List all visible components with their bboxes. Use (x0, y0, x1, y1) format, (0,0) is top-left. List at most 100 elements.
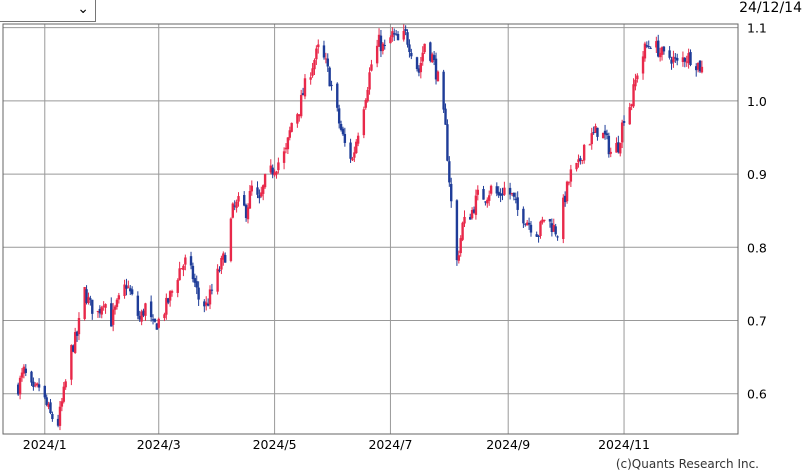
candle-body (235, 201, 238, 208)
candle-body (594, 126, 597, 133)
candle-body (516, 197, 519, 210)
candle-body (590, 133, 593, 145)
candle-body (32, 381, 35, 387)
candle-body (343, 133, 347, 143)
candle-body (277, 162, 280, 171)
candle-body (96, 310, 100, 312)
candle-body (429, 42, 432, 61)
candle-body (463, 216, 466, 224)
candle-body (193, 278, 197, 283)
candle-body (377, 34, 381, 47)
candle-body (273, 172, 276, 176)
candle-body (299, 94, 303, 117)
range-select[interactable]: ⌄ (0, 0, 96, 22)
candle-body (562, 197, 565, 239)
candle-body (592, 132, 595, 134)
candle-body (43, 385, 46, 398)
candle-body (512, 192, 516, 197)
candle-body (271, 167, 274, 175)
candle-body (442, 71, 445, 110)
candle-body (423, 43, 426, 53)
x-tick-label: 2024/9 (486, 437, 530, 452)
candle-body (208, 289, 212, 305)
candle-body (130, 289, 134, 295)
candle-body (641, 56, 645, 74)
candle-body (229, 218, 233, 261)
candle-body (552, 224, 555, 232)
candle-body (683, 57, 687, 62)
candle-body (85, 289, 88, 303)
x-tick-label: 2024/11 (598, 437, 650, 452)
candle-body (100, 307, 103, 315)
candle-body (410, 52, 413, 57)
candle-body (22, 366, 26, 374)
last-date-label: 24/12/14 (739, 0, 802, 16)
candle-body (349, 142, 352, 159)
candle-body (556, 236, 559, 238)
candle-body (393, 33, 396, 35)
candle-body (508, 187, 512, 195)
candle-body (550, 223, 554, 233)
candle-body (563, 195, 567, 203)
candle-body (609, 151, 612, 154)
candle-body (102, 305, 105, 307)
candle-body (176, 280, 179, 293)
candle-body (250, 185, 253, 192)
candle-body (389, 37, 392, 44)
candle-body (324, 58, 328, 60)
credit-label: (c)Quants Research Inc. (616, 457, 759, 471)
candle-body (432, 55, 436, 61)
candle-body (34, 384, 37, 386)
candle-body (431, 54, 434, 63)
x-axis-ticks: 2024/1 2024/3 2024/5 2024/7 2024/9 2024/11 (23, 437, 650, 452)
candle-body (184, 257, 187, 265)
candle-body (577, 159, 580, 163)
candle-body (582, 144, 586, 161)
candle-body (142, 310, 145, 316)
candle-body (165, 297, 168, 315)
candle-body (408, 44, 411, 53)
candle-body (45, 397, 48, 405)
candle-body (60, 401, 64, 407)
candle-body (224, 255, 227, 263)
candle-body (622, 121, 626, 123)
candle-body (383, 44, 386, 46)
candle-body (657, 40, 660, 57)
candle-body (450, 183, 453, 202)
candle-body (469, 217, 472, 220)
candle-body (645, 45, 649, 47)
candle-body (191, 265, 195, 280)
candle-body (282, 151, 286, 163)
candle-body (248, 191, 252, 209)
candle-body (317, 44, 320, 48)
candle-body (364, 100, 367, 108)
candle-body (113, 306, 117, 310)
candle-body (396, 33, 400, 41)
candle-body (206, 303, 210, 306)
candle-body (138, 315, 141, 320)
candle-body (630, 104, 633, 107)
candle-body (617, 142, 620, 153)
x-tick-label: 2024/3 (137, 437, 181, 452)
candle-body (110, 303, 113, 327)
candle-body (647, 46, 650, 48)
y-tick-label: 0.8 (747, 240, 767, 255)
candle-body (288, 130, 291, 138)
candle-body (351, 158, 354, 161)
y-tick-label: 0.6 (747, 387, 767, 402)
candle-body (216, 268, 219, 292)
candle-body (140, 311, 143, 322)
candle-body (151, 319, 155, 321)
candle-body (444, 108, 447, 125)
candle-body (256, 187, 259, 195)
candle-body (402, 30, 405, 40)
candle-body (231, 203, 235, 218)
candle-body (47, 404, 50, 407)
x-tick-label: 2024/5 (253, 437, 297, 452)
candle-body (539, 221, 542, 236)
candle-body (406, 32, 409, 45)
candle-body (628, 107, 631, 125)
candle-body (510, 192, 514, 195)
candle-body (685, 61, 688, 63)
candle-body (30, 371, 33, 383)
